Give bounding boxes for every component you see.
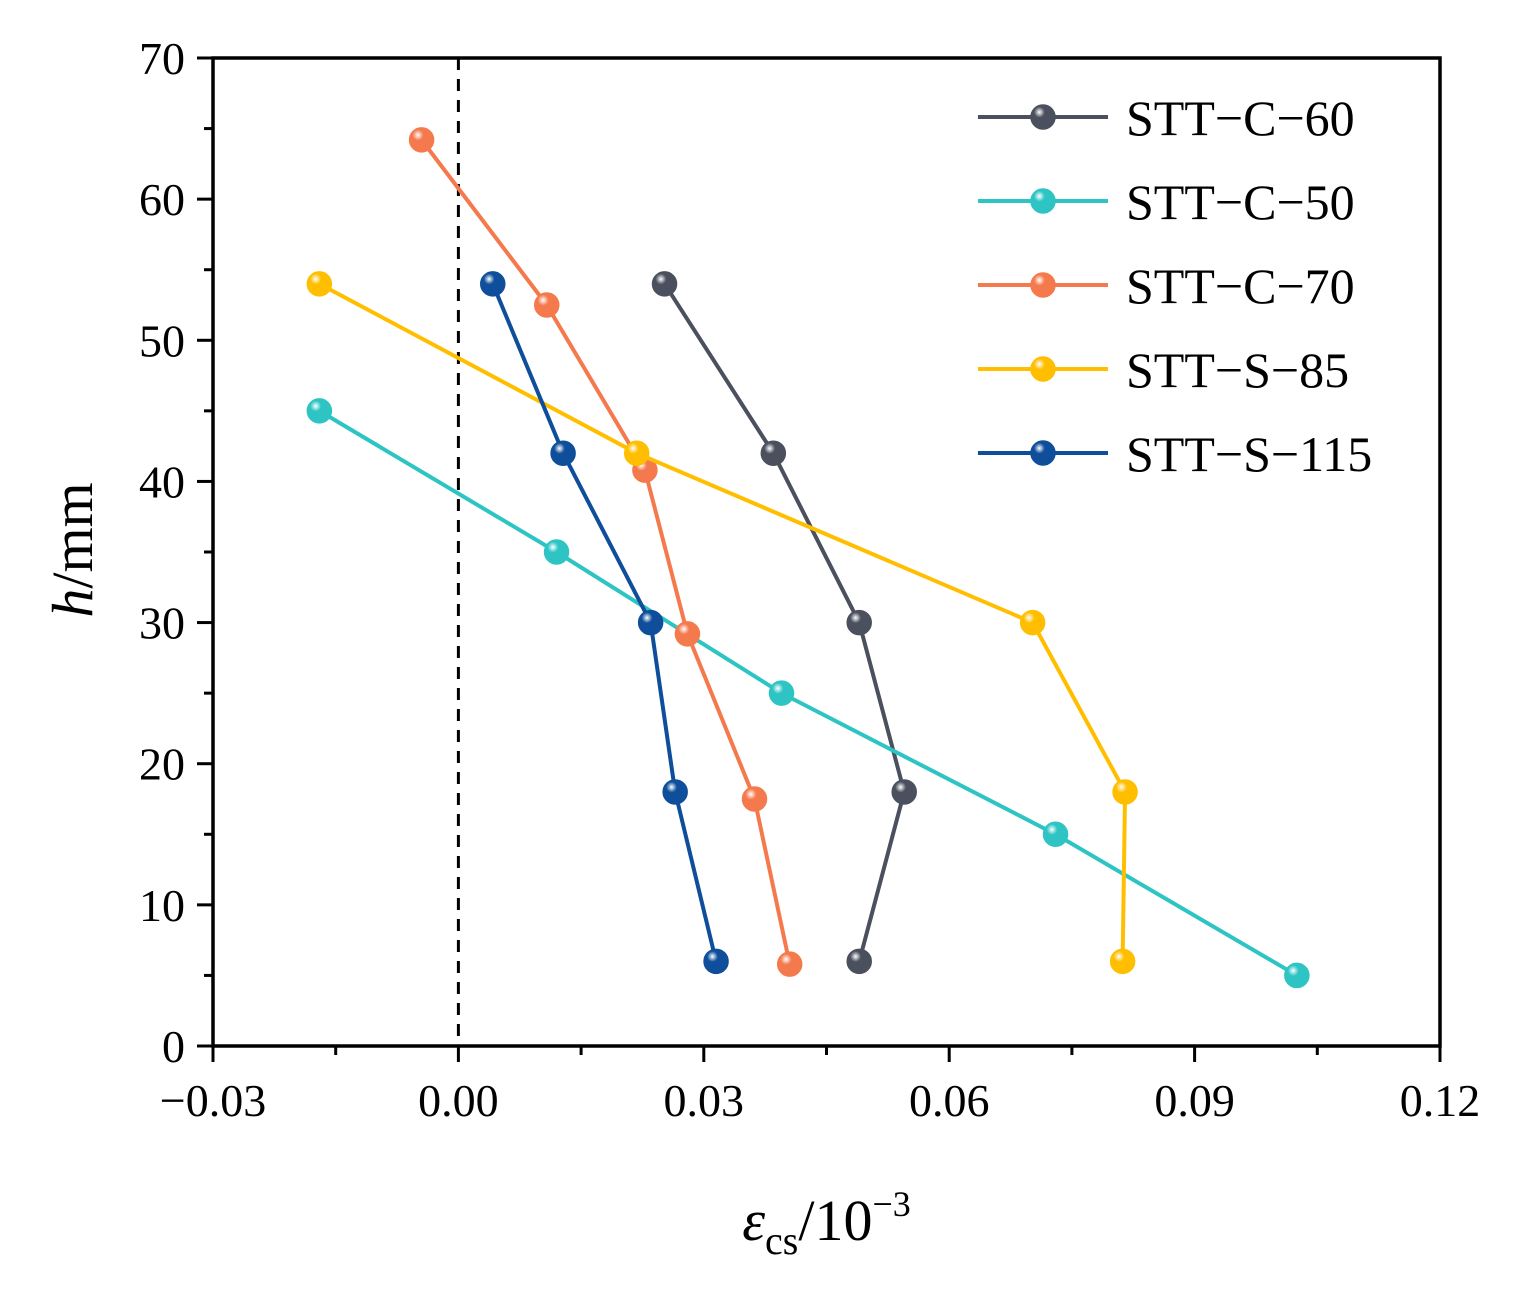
y-tick-label: 70 — [139, 33, 185, 84]
data-point — [1112, 779, 1138, 805]
data-point — [306, 271, 333, 297]
data-point — [760, 440, 787, 466]
y-axis-symbol: h — [40, 589, 105, 618]
series-stt-c-50 — [306, 398, 1310, 989]
data-point — [543, 539, 570, 565]
legend-label: STT−S−115 — [1126, 426, 1372, 482]
series-stt-s-85 — [306, 271, 1138, 975]
data-point — [846, 609, 872, 636]
data-point — [768, 680, 795, 706]
y-tick-label: 20 — [139, 739, 185, 790]
data-point — [662, 779, 688, 805]
legend-item-stt-c-70: STT−C−70 — [978, 258, 1355, 314]
data-point — [550, 440, 576, 466]
legend-item-stt-c-60: STT−C−60 — [978, 90, 1355, 146]
data-point — [674, 621, 701, 647]
data-point — [741, 786, 768, 812]
y-tick-label: 50 — [139, 315, 185, 366]
x-axis-exponent: −3 — [873, 1184, 911, 1224]
legend-label: STT−C−70 — [1126, 258, 1355, 314]
x-tick-label: 0.09 — [1154, 1075, 1235, 1126]
legend-swatch-marker — [1030, 440, 1056, 466]
x-tick-label: 0.12 — [1400, 1075, 1481, 1126]
data-point — [776, 951, 803, 977]
legend-label: STT−C−50 — [1126, 174, 1355, 230]
data-point — [1019, 609, 1046, 636]
data-point — [306, 398, 333, 424]
y-axis: 0 10 20 30 40 50 60 70 — [139, 33, 213, 1072]
x-axis-symbol: ε — [742, 1188, 765, 1253]
y-axis-unit: /mm — [40, 482, 105, 588]
legend-swatch-marker — [1030, 272, 1056, 298]
y-tick-label: 60 — [139, 174, 185, 225]
x-tick-label: 0.00 — [418, 1075, 499, 1126]
data-point — [637, 609, 664, 636]
series-line — [419, 138, 792, 965]
x-axis: −0.03 0.00 0.03 0.06 0.09 0.12 — [160, 1046, 1480, 1126]
x-axis-title: εcs/10−3 — [742, 1184, 911, 1263]
x-tick-label: 0.03 — [664, 1075, 745, 1126]
legend: STT−C−60 STT−C−50 STT−C−70 STT−S−85 STT−S−11… — [978, 90, 1372, 482]
data-point — [408, 127, 435, 153]
x-axis-unit: /10 — [798, 1188, 872, 1253]
data-point — [480, 271, 506, 297]
y-tick-label: 30 — [139, 598, 185, 649]
series-layer — [306, 127, 1310, 989]
series-line — [318, 409, 1298, 978]
series-stt-c-70 — [408, 127, 803, 977]
data-point — [623, 440, 650, 466]
data-point — [1284, 962, 1310, 989]
y-tick-label: 10 — [139, 880, 185, 931]
y-tick-label: 0 — [162, 1021, 185, 1072]
x-tick-label: 0.06 — [909, 1075, 990, 1126]
legend-swatch-marker — [1030, 104, 1056, 130]
legend-label: STT−S−85 — [1126, 342, 1349, 398]
data-point — [846, 948, 872, 975]
legend-swatch-marker — [1030, 356, 1056, 382]
legend-item-stt-s-115: STT−S−115 — [978, 426, 1372, 482]
data-point — [533, 292, 560, 318]
legend-item-stt-c-50: STT−C−50 — [978, 174, 1355, 230]
series-stt-c-60 — [651, 271, 917, 975]
legend-swatch-marker — [1030, 188, 1056, 214]
y-tick-label: 40 — [139, 456, 185, 507]
data-point — [1042, 821, 1069, 848]
series-line — [318, 282, 1128, 962]
x-axis-subscript: cs — [765, 1218, 798, 1263]
data-point — [891, 779, 917, 805]
data-point — [651, 271, 678, 297]
data-point — [1109, 948, 1136, 975]
legend-label: STT−C−60 — [1126, 90, 1355, 146]
series-stt-s-115 — [480, 271, 729, 975]
x-tick-label: −0.03 — [160, 1075, 266, 1126]
data-point — [703, 948, 729, 975]
y-axis-title: h/mm — [40, 482, 105, 617]
legend-item-stt-s-85: STT−S−85 — [978, 342, 1349, 398]
